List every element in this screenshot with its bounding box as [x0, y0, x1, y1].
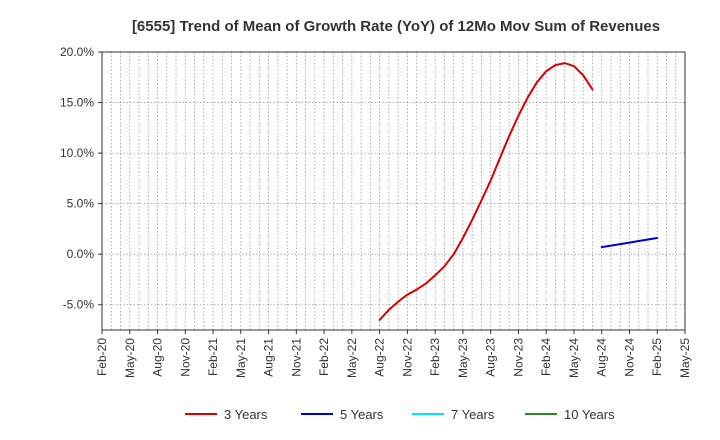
- x-axis: Feb-20 May-20 Aug-20 Nov-20 Feb-21 May-21 Aug-…: [95, 330, 692, 378]
- series-lines: [378, 62, 659, 321]
- x-tick-label: Feb-22: [317, 338, 331, 376]
- y-tick-label: 0.0%: [67, 247, 95, 261]
- x-tick-label: Nov-23: [511, 338, 525, 377]
- y-tick-label: 5.0%: [67, 197, 95, 211]
- plot-frame: [101, 51, 686, 331]
- series-line-3-years: [378, 62, 594, 321]
- x-tick-label: May-23: [456, 338, 470, 378]
- legend-label: 10 Years: [564, 407, 615, 422]
- series-line-5-years: [600, 237, 659, 249]
- x-tick-label: Aug-21: [262, 338, 276, 377]
- x-tick-label: May-25: [678, 338, 692, 378]
- x-tick-label: Feb-20: [95, 338, 109, 376]
- x-tick-label: Nov-21: [289, 338, 303, 377]
- chart-title: [6555] Trend of Mean of Growth Rate (YoY…: [132, 18, 660, 35]
- y-tick-label: 10.0%: [60, 146, 94, 160]
- x-tick-label: Aug-20: [151, 338, 165, 377]
- x-tick-label: Nov-24: [622, 338, 636, 377]
- x-tick-label: Feb-21: [206, 338, 220, 376]
- x-tick-label: Nov-20: [178, 338, 192, 377]
- x-tick-label: May-22: [345, 338, 359, 378]
- x-tick-label: Aug-22: [373, 338, 387, 377]
- legend-label: 3 Years: [224, 407, 268, 422]
- x-tick-label: Aug-23: [484, 338, 498, 377]
- x-tick-label: May-24: [567, 338, 581, 378]
- x-tick-label: Feb-23: [428, 338, 442, 376]
- grid: [102, 51, 685, 330]
- x-tick-label: Feb-24: [539, 338, 553, 376]
- y-tick-label: 20.0%: [60, 45, 94, 59]
- legend: 3 Years 5 Years 7 Years 10 Years: [185, 407, 615, 422]
- x-tick-label: Feb-25: [650, 338, 664, 376]
- x-tick-label: May-21: [234, 338, 248, 378]
- y-tick-label: -5.0%: [63, 298, 95, 312]
- y-axis: 20.0% 15.0% 10.0% 5.0% 0.0% -5.0%: [60, 45, 102, 312]
- x-tick-label: Nov-22: [400, 338, 414, 377]
- y-tick-label: 15.0%: [60, 96, 94, 110]
- legend-label: 5 Years: [340, 407, 384, 422]
- legend-label: 7 Years: [451, 407, 495, 422]
- x-tick-label: Aug-24: [595, 338, 609, 377]
- x-tick-label: May-20: [123, 338, 137, 378]
